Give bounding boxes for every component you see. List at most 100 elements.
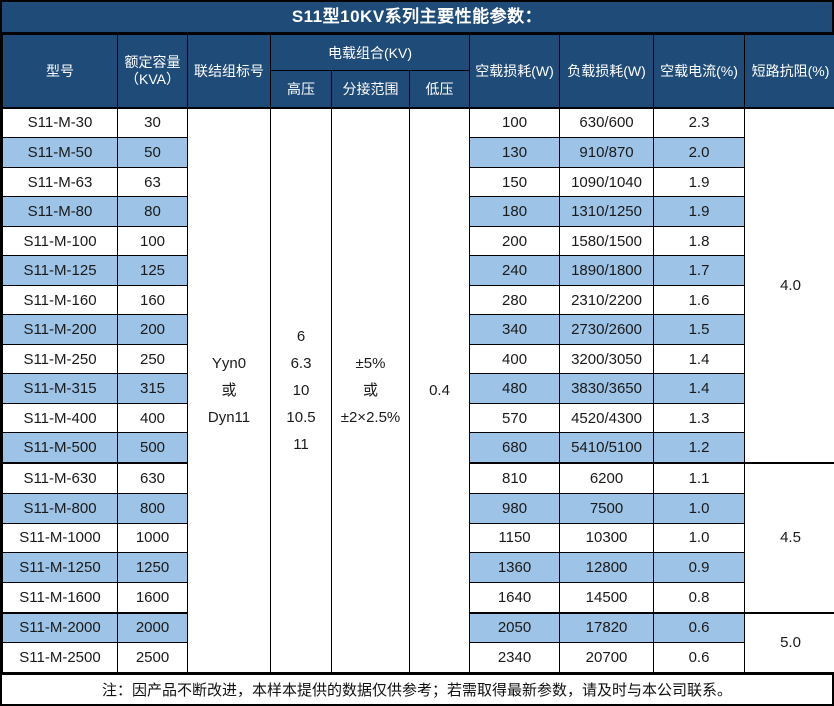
cell-vector-group: Yyn0 或 Dyn11 [187,107,271,673]
col-header-no-load-loss: 空载损耗(W) [469,34,561,109]
cell-no-load-loss: 180 [469,196,561,227]
cell-capacity: 400 [117,402,188,434]
header-row-2: 高压 分接范围 低压 [3,70,834,109]
cell-load-loss: 14500 [559,581,655,614]
cell-model: S11-M-400 [2,402,118,434]
cell-no-load-loss: 1360 [469,552,561,583]
table-row: S11-M-125 125 240 1890/1800 1.7 [2,255,834,286]
cell-no-load-loss: 980 [469,493,561,524]
cell-capacity: 250 [117,343,188,375]
col-header-impedance: 短路抗阻(%) [744,34,834,109]
cell-no-load-current: 0.9 [653,552,746,583]
cell-no-load-loss: 570 [469,402,561,434]
cell-no-load-current: 1.6 [653,284,746,316]
cell-no-load-current: 0.8 [653,581,746,614]
cell-model: S11-M-50 [2,137,118,168]
cell-model: S11-M-315 [2,373,118,404]
col-header-capacity-line1: 额定容量 [124,53,181,70]
cell-no-load-loss: 1150 [469,522,561,554]
cell-capacity: 1600 [117,581,188,614]
cell-load-loss: 10300 [559,522,655,554]
cell-load-loss: 3200/3050 [559,343,655,375]
cell-no-load-current: 0.6 [653,642,746,673]
cell-no-load-loss: 240 [469,255,561,286]
cell-capacity: 100 [117,225,188,257]
cell-load-loss: 1090/1040 [559,166,655,198]
cell-no-load-current: 1.3 [653,402,746,434]
cell-capacity: 30 [117,106,188,139]
cell-load-loss: 7500 [559,493,655,524]
cell-no-load-current: 1.0 [653,493,746,524]
table-row: S11-M-400 400 570 4520/4300 1.3 [2,402,834,434]
header-row-1: 型号 额定容量 （KVA） 联结组标号 电载组合(KV) 空载损耗(W) 负载损… [2,34,834,109]
cell-model: S11-M-800 [2,493,118,524]
cell-no-load-loss: 1640 [469,581,561,614]
cell-no-load-current: 1.9 [653,166,746,198]
cell-lv-voltage: 0.4 [408,107,471,673]
cell-capacity: 125 [117,255,188,286]
cell-capacity: 500 [117,432,188,464]
cell-impedance: 5.0 [744,611,834,673]
cell-no-load-loss: 2340 [469,642,561,673]
cell-model: S11-M-2500 [2,642,118,673]
table-row: S11-M-63 63 150 1090/1040 1.9 [2,166,834,198]
cell-load-loss: 4520/4300 [559,402,655,434]
cell-no-load-current: 1.5 [653,314,746,345]
cell-load-loss: 1890/1800 [559,255,655,286]
cell-no-load-current: 1.4 [653,373,746,404]
table-row: S11-M-1250 1250 1360 12800 0.9 [2,552,834,583]
cell-hv-voltages: 6 6.3 10 10.5 11 [270,107,332,673]
col-header-hv: 高压 [270,70,332,109]
cell-load-loss: 6200 [559,462,655,495]
cell-load-loss: 3830/3650 [559,373,655,404]
cell-no-load-loss: 400 [469,343,561,375]
table-header: 型号 额定容量 （KVA） 联结组标号 电载组合(KV) 空载损耗(W) 负载损… [2,34,834,109]
cell-no-load-current: 1.1 [653,462,746,495]
cell-capacity: 1000 [117,522,188,554]
cell-no-load-loss: 130 [469,137,561,168]
cell-capacity: 200 [117,314,188,345]
table-row: S11-M-1600 1600 1640 14500 0.8 [2,581,834,614]
cell-no-load-loss: 810 [469,462,561,495]
cell-capacity: 1250 [117,552,188,583]
cell-model: S11-M-250 [2,343,118,375]
cell-no-load-loss: 280 [469,284,561,316]
cell-no-load-current: 1.2 [653,432,746,464]
cell-load-loss: 17820 [559,611,655,644]
table-row: S11-M-160 160 280 2310/2200 1.6 [2,284,834,316]
col-header-voltage-combo: 电载组合(KV) [269,34,471,71]
spec-table: 型号 额定容量 （KVA） 联结组标号 电载组合(KV) 空载损耗(W) 负载损… [2,34,834,673]
cell-model: S11-M-63 [2,166,118,198]
cell-model: S11-M-160 [2,284,118,316]
cell-model: S11-M-125 [2,255,118,286]
cell-load-loss: 1310/1250 [559,196,655,227]
table-row: S11-M-630 630 810 6200 1.1 4.5 [2,462,834,614]
cell-capacity: 80 [117,196,188,227]
cell-model: S11-M-200 [2,314,118,345]
cell-model: S11-M-630 [2,462,118,495]
cell-model: S11-M-100 [2,225,118,257]
col-header-lv: 低压 [408,70,471,109]
cell-model: S11-M-2000 [2,611,118,644]
cell-load-loss: 12800 [559,552,655,583]
col-header-load-loss: 负载损耗(W) [559,34,655,109]
cell-model: S11-M-1250 [2,552,118,583]
cell-impedance: 4.0 [744,107,834,464]
table-row: S11-M-1000 1000 1150 10300 1.0 [2,522,834,554]
table-row: S11-M-80 80 180 1310/1250 1.9 [2,196,834,227]
table-row: S11-M-200 200 340 2730/2600 1.5 [2,314,834,345]
cell-capacity: 63 [117,166,188,198]
cell-load-loss: 2730/2600 [559,314,655,345]
cell-load-loss: 5410/5100 [559,432,655,464]
cell-capacity: 2000 [117,611,188,644]
table-row: S11-M-315 315 480 3830/3650 1.4 [2,373,834,404]
col-header-vector-group: 联结组标号 [187,34,271,109]
table-row: S11-M-30 30 Yyn0 或 Dyn11 6 6.3 10 10.5 11 ±5% 或 ±2×2… [2,106,834,673]
col-header-capacity-line2: （KVA） [125,70,180,87]
cell-no-load-loss: 340 [469,314,561,345]
cell-no-load-loss: 100 [469,106,561,139]
table-row: S11-M-500 500 680 5410/5100 1.2 [2,432,834,464]
cell-no-load-loss: 480 [469,373,561,404]
col-header-capacity: 额定容量 （KVA） [117,34,188,109]
